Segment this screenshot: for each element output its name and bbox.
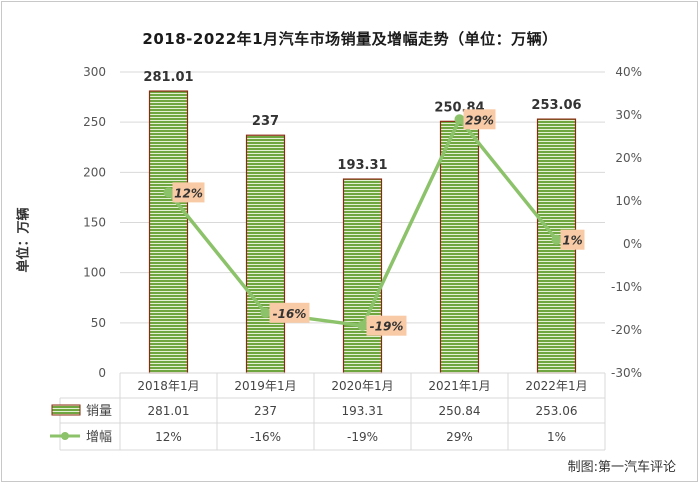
growth-label-box <box>269 302 310 323</box>
y2-tick-label: -30% <box>611 366 642 380</box>
bar <box>342 178 383 374</box>
legend-line-marker <box>61 432 69 440</box>
table-cell-growth: 29% <box>446 430 473 444</box>
x-tick-label: 2020年1月 <box>331 379 393 393</box>
x-tick-label: 2021年1月 <box>428 379 490 393</box>
bar-value-label: 237 <box>252 114 279 129</box>
growth-label-box <box>560 229 585 250</box>
y2-tick-label: -10% <box>611 280 642 294</box>
table-cell-growth: 12% <box>155 430 182 444</box>
growth-value-label: 12% <box>174 186 203 200</box>
bar-value-label: 193.31 <box>337 158 387 173</box>
y-tick-label: 50 <box>91 316 106 330</box>
growth-label-box <box>172 182 205 203</box>
y2-tick-label: -20% <box>611 323 642 337</box>
growth-value-label: -16% <box>273 307 307 321</box>
growth-value-label: 29% <box>465 113 494 127</box>
growth-point <box>551 234 562 245</box>
table-cell-growth: -19% <box>347 430 378 444</box>
chart-credit: 制图:第一汽车评论 <box>567 460 676 475</box>
legend-bar-icon <box>51 404 81 416</box>
table-cell-growth: 1% <box>547 430 566 444</box>
y-tick-label: 250 <box>83 115 106 129</box>
growth-point <box>260 307 271 318</box>
legend-growth: 增幅 <box>86 430 112 445</box>
table-cell-growth: -16% <box>250 430 281 444</box>
y2-tick-label: 20% <box>615 151 642 165</box>
table-cell-sales: 253.06 <box>536 404 578 418</box>
y2-tick-label: 10% <box>615 194 642 208</box>
growth-point <box>163 187 174 198</box>
growth-label-box <box>366 315 407 336</box>
table-cell-sales: 250.84 <box>439 404 481 418</box>
bar-value-label: 281.01 <box>143 70 193 85</box>
growth-value-label: 1% <box>562 234 582 248</box>
legend-sales: 销量 <box>86 404 112 419</box>
y-tick-label: 150 <box>83 216 106 230</box>
x-tick-label: 2019年1月 <box>234 379 296 393</box>
y-tick-label: 100 <box>83 266 106 280</box>
growth-point <box>454 114 465 125</box>
y2-tick-label: 40% <box>615 65 642 79</box>
bar <box>245 134 286 374</box>
y-tick-label: 0 <box>98 366 106 380</box>
bar <box>439 120 480 374</box>
y2-tick-label: 0% <box>623 237 642 251</box>
y2-tick-label: 30% <box>615 108 642 122</box>
table-cell-sales: 237 <box>254 404 277 418</box>
chart-title: 2018-2022年1月汽车市场销量及增幅走势（单位：万辆） <box>142 30 558 48</box>
table-cell-sales: 281.01 <box>148 404 190 418</box>
table-cell-sales: 193.31 <box>342 404 384 418</box>
bar-value-label: 253.06 <box>531 98 581 113</box>
x-tick-label: 2018年1月 <box>137 379 199 393</box>
y-tick-label: 200 <box>83 165 106 179</box>
growth-point <box>357 320 368 331</box>
x-tick-label: 2022年1月 <box>525 379 587 393</box>
y-tick-label: 300 <box>83 65 106 79</box>
bar <box>148 90 189 374</box>
growth-value-label: -19% <box>370 320 404 334</box>
growth-label-box <box>463 109 496 130</box>
